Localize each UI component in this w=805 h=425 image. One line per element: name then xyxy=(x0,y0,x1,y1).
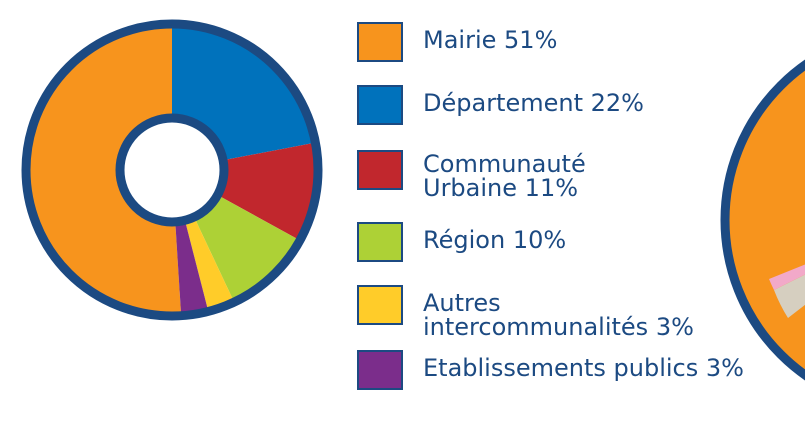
legend-value: 22% xyxy=(590,89,644,117)
hole xyxy=(115,113,229,227)
legend-swatch xyxy=(357,150,403,190)
legend-name: Etablissements publics xyxy=(423,354,699,382)
legend-name: Communauté Urbaine xyxy=(423,150,586,202)
legend-label: Autres intercommunalités 3% xyxy=(423,291,723,339)
legend-label: Département 22% xyxy=(423,91,644,115)
legend-name: Région xyxy=(423,226,506,254)
legend-item: Mairie 51% xyxy=(357,22,557,62)
legend-item: Région 10% xyxy=(357,222,566,262)
legend-label: Mairie 51% xyxy=(423,28,557,52)
legend-value: 3% xyxy=(705,354,744,382)
donut xyxy=(21,19,323,321)
legend-value: 3% xyxy=(655,313,694,341)
legend-item: Communauté Urbaine 11% xyxy=(357,150,623,200)
cropped-pie xyxy=(720,59,805,381)
legend-label: Communauté Urbaine 11% xyxy=(423,152,623,200)
legend-name: Autres intercommunalités xyxy=(423,289,649,341)
legend-name: Mairie xyxy=(423,26,497,54)
legend-value: 10% xyxy=(512,226,567,254)
legend-name: Département xyxy=(423,89,583,117)
legend-swatch xyxy=(357,85,403,125)
legend-label: Etablissements publics 3% xyxy=(423,356,744,380)
legend-item: Etablissements publics 3% xyxy=(357,350,744,390)
legend-swatch xyxy=(357,285,403,325)
legend-swatch xyxy=(357,22,403,62)
slice xyxy=(25,24,182,317)
legend-item: Département 22% xyxy=(357,85,644,125)
legend-swatch xyxy=(357,222,403,262)
legend-value: 11% xyxy=(524,174,579,202)
legend-item: Autres intercommunalités 3% xyxy=(357,285,723,339)
legend-value: 51% xyxy=(504,26,558,54)
legend-swatch xyxy=(357,350,403,390)
legend-label: Région 10% xyxy=(423,228,566,252)
outer-ring xyxy=(21,19,323,321)
